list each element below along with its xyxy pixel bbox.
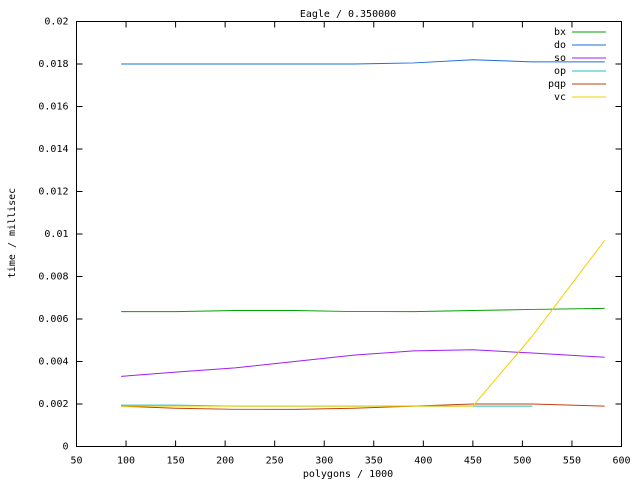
x-tick-label: 300	[315, 456, 333, 467]
y-tick-label: 0.018	[38, 59, 68, 70]
plot-frame	[76, 21, 622, 447]
series-line	[121, 240, 606, 407]
x-tick-label: 450	[464, 456, 482, 467]
y-tick-label: 0.004	[38, 357, 68, 368]
x-tick-label: 500	[513, 456, 531, 467]
legend-label: op	[554, 66, 566, 77]
series-line	[121, 307, 605, 313]
y-tick-label: 0.006	[38, 314, 68, 325]
y-tick-label: 0.008	[38, 272, 68, 283]
legend-label: bx	[554, 27, 566, 38]
series-line	[121, 59, 605, 65]
y-tick-label: 0.016	[38, 102, 68, 113]
legend-label: do	[554, 40, 566, 51]
x-tick-label: 550	[563, 456, 581, 467]
legend-label: vc	[554, 92, 566, 103]
y-tick-label: 0.002	[38, 399, 68, 410]
x-tick-label: 350	[365, 456, 383, 467]
y-tick-label: 0	[62, 442, 68, 453]
chart-title: Eagle / 0.350000	[300, 9, 396, 20]
x-tick-label: 250	[266, 456, 284, 467]
legend-label: pqp	[548, 79, 566, 90]
series-line	[121, 403, 605, 410]
legend-label: so	[554, 53, 566, 64]
y-tick-label: 0.014	[38, 144, 68, 155]
x-tick-label: 400	[414, 456, 432, 467]
series-line	[121, 349, 605, 377]
y-tick-label: 0.02	[44, 17, 68, 28]
x-tick-label: 600	[612, 456, 630, 467]
x-axis-label: polygons / 1000	[303, 469, 393, 480]
x-tick-label: 200	[216, 456, 234, 467]
y-tick-label: 0.01	[44, 229, 68, 240]
y-axis-label: time / millisec	[7, 188, 18, 278]
x-tick-label: 150	[167, 456, 185, 467]
y-tick-label: 0.012	[38, 187, 68, 198]
x-tick-label: 50	[70, 456, 82, 467]
x-tick-label: 100	[117, 456, 135, 467]
